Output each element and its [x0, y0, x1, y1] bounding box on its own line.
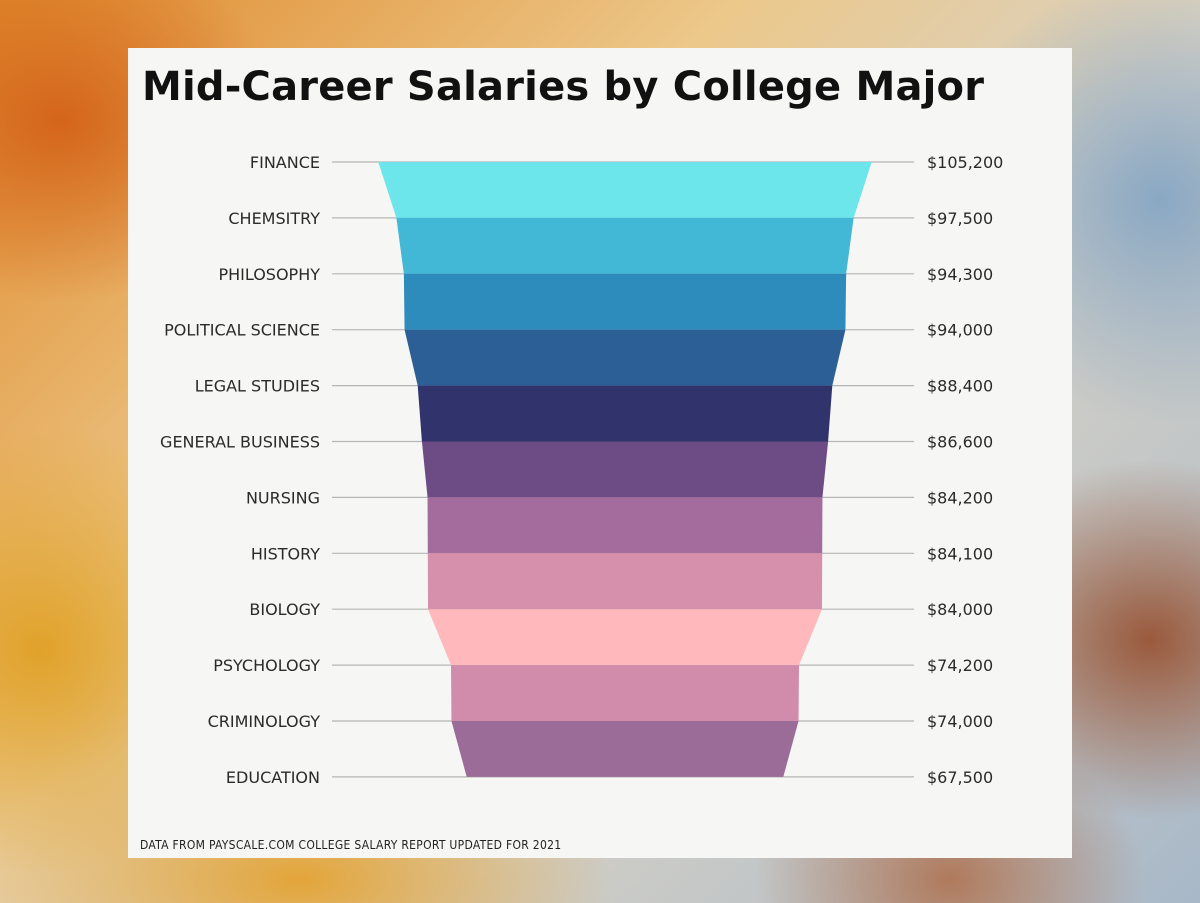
chart-card: Mid-Career Salaries by College Major FIN… — [128, 48, 1072, 858]
funnel-segment — [404, 329, 846, 386]
value-label: $84,200 — [927, 488, 993, 507]
category-label: BIOLOGY — [249, 600, 320, 619]
funnel-segment — [427, 497, 823, 554]
funnel-segment — [451, 665, 799, 721]
value-label: $94,300 — [927, 265, 993, 284]
category-label: CHEMSITRY — [228, 209, 320, 228]
funnel-segment — [427, 553, 823, 610]
category-label: HISTORY — [251, 544, 320, 563]
category-label: EDUCATION — [226, 768, 320, 787]
category-label: POLITICAL SCIENCE — [164, 321, 320, 340]
funnel-segment — [428, 609, 822, 666]
category-label: GENERAL BUSINESS — [160, 433, 320, 452]
funnel-segment — [378, 162, 872, 218]
category-label: NURSING — [246, 488, 320, 507]
funnel-segment — [403, 273, 847, 330]
category-label: LEGAL STUDIES — [195, 377, 320, 396]
value-label: $84,100 — [927, 544, 993, 563]
value-label: $94,000 — [927, 321, 993, 340]
category-label: PHILOSOPHY — [218, 265, 320, 284]
funnel-segment — [396, 217, 854, 274]
value-label: $67,500 — [927, 768, 993, 787]
chart-title: Mid-Career Salaries by College Major — [142, 64, 985, 110]
category-label: CRIMINOLOGY — [208, 712, 321, 731]
value-label: $97,500 — [927, 209, 993, 228]
value-label: $86,600 — [927, 433, 993, 452]
funnel-segment — [417, 385, 833, 442]
source-footnote: DATA FROM PAYSCALE.COM COLLEGE SALARY RE… — [140, 838, 562, 852]
value-label: $105,200 — [927, 153, 1003, 172]
value-label: $88,400 — [927, 377, 993, 396]
value-label: $74,200 — [927, 656, 993, 675]
value-label: $74,000 — [927, 712, 993, 731]
funnel-segment — [421, 441, 829, 498]
category-label: FINANCE — [250, 153, 320, 172]
funnel-segment — [451, 721, 799, 777]
funnel-chart: FINANCE $105,200 CHEMSITRY $97,500 PHILOSOPH… — [160, 153, 1003, 787]
value-label: $84,000 — [927, 600, 993, 619]
category-label: PSYCHOLOGY — [213, 656, 320, 675]
